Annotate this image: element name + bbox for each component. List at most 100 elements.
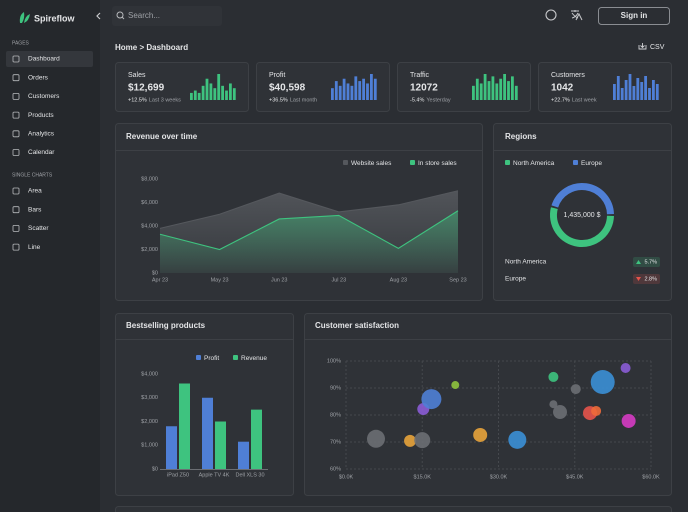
x-tick-label: Jul 23	[331, 277, 346, 283]
spark-bar	[487, 81, 491, 100]
brand: Spireflow	[34, 13, 76, 23]
nav-item[interactable]: Products	[28, 112, 54, 119]
x-tick-label: $30.0K	[490, 474, 508, 480]
bar	[166, 426, 177, 469]
kpi-title: Profit	[269, 72, 285, 79]
x-tick-label: May 23	[211, 277, 229, 283]
spark-bar	[636, 78, 640, 100]
area-fill	[160, 210, 458, 273]
kpi-period: Yesterday	[426, 97, 451, 103]
sidebar	[0, 0, 100, 512]
spark-bar	[503, 74, 506, 100]
y-tick-label: 100%	[327, 358, 341, 364]
nav-icon	[12, 224, 20, 232]
x-tick-label: Apr 23	[152, 277, 168, 283]
bubble	[590, 370, 615, 395]
breadcrumb: Home > Dashboard	[115, 43, 188, 52]
legend-swatch	[196, 355, 201, 360]
trend-arrow	[636, 277, 641, 281]
legend-swatch	[233, 355, 238, 360]
bubble	[553, 405, 568, 420]
x-tick-label: Dell XLS 30	[235, 472, 264, 478]
legend-label: Europe	[581, 160, 602, 167]
nav-icon	[12, 149, 20, 156]
bubble	[451, 381, 460, 390]
spark-bar	[624, 80, 628, 100]
bubble	[421, 389, 442, 410]
nav-item[interactable]: Bars	[28, 206, 42, 213]
language-button[interactable]	[571, 10, 583, 21]
y-tick-label: $3,000	[141, 395, 158, 401]
bar	[179, 383, 190, 469]
bubble	[620, 363, 631, 374]
kpi-value: 1042	[551, 83, 574, 94]
nav-icon	[12, 187, 20, 195]
spark-bar	[620, 88, 624, 100]
nav-icon	[12, 74, 20, 82]
legend-label: In store sales	[418, 160, 457, 167]
kpi-change: -5.4%	[410, 97, 424, 103]
card-title: Customer satisfaction	[315, 321, 399, 330]
spark-bar	[644, 76, 647, 100]
legend-label: Revenue	[241, 355, 267, 362]
legend-swatch	[343, 160, 348, 165]
change-label: 5.7%	[644, 259, 657, 265]
legend-label: North America	[513, 160, 555, 167]
kpi-change: +22.7%	[551, 97, 570, 103]
x-tick-label: Aug 23	[390, 277, 407, 283]
donut-segment	[551, 183, 614, 215]
nav-icon	[12, 93, 20, 100]
sidebar-nav: Spireflow	[19, 12, 101, 23]
collapse-button[interactable]	[96, 12, 101, 20]
search-box[interactable]	[112, 6, 222, 26]
spark-bar	[346, 83, 350, 100]
change-badge	[633, 257, 660, 267]
kpi-value: $40,598	[269, 83, 306, 94]
spark-bar	[652, 80, 655, 100]
bar	[251, 409, 262, 469]
logo-icon	[19, 12, 30, 23]
theme-button[interactable]	[545, 9, 557, 21]
x-tick-label: Jun 23	[271, 277, 288, 283]
card-title: Regions	[505, 132, 537, 141]
nav-icon	[12, 206, 20, 214]
nav-item[interactable]: Customers	[28, 93, 60, 100]
x-tick-label: $15.0K	[414, 474, 432, 480]
card-title: Revenue over time	[126, 132, 198, 141]
nav-item[interactable]: Analytics	[28, 131, 55, 138]
kpi-title: Customers	[551, 72, 585, 79]
bubble	[570, 384, 581, 395]
nav-item[interactable]: Line	[28, 244, 41, 251]
bubble	[549, 400, 558, 409]
donut-segment	[550, 207, 614, 247]
spark-bar	[483, 74, 487, 100]
spark-bar	[190, 92, 193, 100]
legend-label: Website sales	[351, 160, 392, 167]
sign-in-button[interactable]	[598, 7, 670, 25]
bar	[202, 397, 213, 469]
x-tick-label: iPad Z50	[167, 472, 189, 478]
spark-bar	[354, 76, 358, 100]
nav-item[interactable]: Orders	[28, 74, 49, 81]
nav-item[interactable]: Scatter	[28, 225, 49, 232]
spark-bar	[209, 83, 213, 100]
nav-item[interactable]: Area	[28, 188, 42, 195]
spark-bar	[475, 78, 479, 100]
spark-bar	[648, 88, 651, 100]
spark-bar	[507, 81, 510, 100]
nav-item[interactable]: Dashboard	[28, 56, 60, 63]
spark-bar	[479, 83, 483, 100]
spark-bar	[229, 83, 232, 100]
spark-bar	[628, 74, 632, 100]
bar	[238, 441, 249, 469]
section-title: PAGES	[12, 40, 30, 46]
search-icon	[121, 16, 125, 20]
nav-item[interactable]: Calendar	[28, 149, 55, 156]
csv-button[interactable]: CSV	[650, 44, 665, 51]
kpi-change: +12.5%	[128, 97, 147, 103]
trend-arrow	[636, 260, 641, 264]
y-tick-label: 90%	[330, 385, 341, 391]
legend-swatch	[410, 160, 415, 165]
spark-bar	[338, 85, 342, 100]
x-tick-label: $60.0K	[642, 474, 660, 480]
